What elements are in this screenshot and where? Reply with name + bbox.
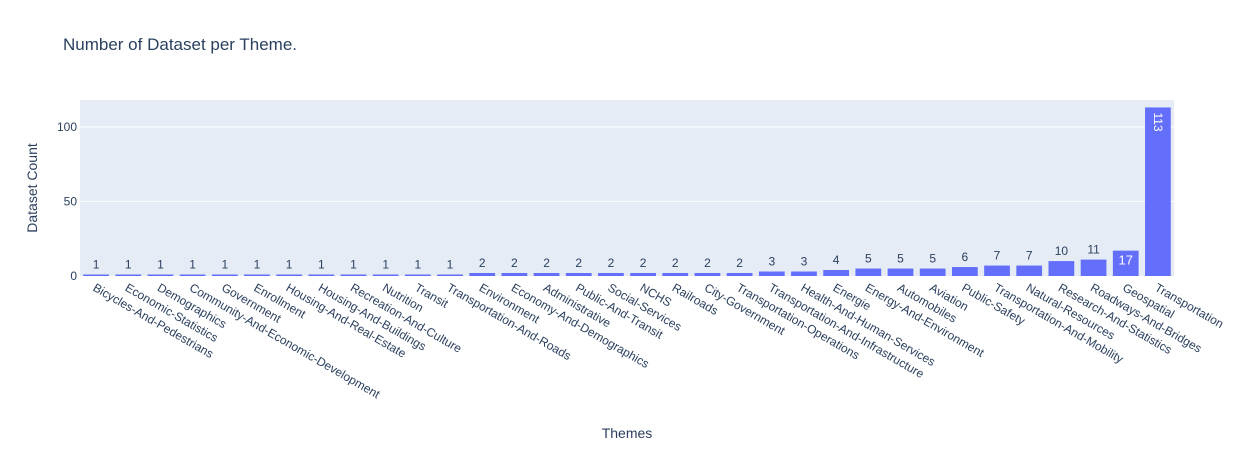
bar[interactable] <box>887 268 914 276</box>
bar[interactable] <box>726 273 753 276</box>
data-label: 2 <box>511 256 518 270</box>
bar[interactable] <box>951 267 978 276</box>
data-label: 1 <box>318 258 325 272</box>
bar[interactable] <box>179 274 206 276</box>
data-label: 2 <box>640 256 647 270</box>
chart-title: Number of Dataset per Theme. <box>63 35 297 54</box>
bar[interactable] <box>823 270 850 276</box>
data-label: 7 <box>1026 249 1033 263</box>
data-label: 2 <box>479 256 486 270</box>
y-axis-title: Dataset Count <box>24 143 40 233</box>
data-label: 5 <box>897 252 904 266</box>
data-label: 1 <box>125 258 132 272</box>
data-label: 11 <box>1087 243 1100 257</box>
data-label: 5 <box>865 252 872 266</box>
bar[interactable] <box>1112 250 1139 276</box>
bar[interactable] <box>662 273 689 276</box>
bar[interactable] <box>437 274 463 276</box>
bar[interactable] <box>1145 107 1171 276</box>
gridlines <box>80 126 1174 202</box>
data-label: 3 <box>768 255 775 269</box>
data-label: 2 <box>575 256 582 270</box>
y-tick-label: 100 <box>57 120 77 134</box>
data-label: 1 <box>221 258 228 272</box>
data-label: 1 <box>189 258 196 272</box>
bar[interactable] <box>1080 259 1107 276</box>
data-label: 5 <box>929 252 936 266</box>
plot-area <box>80 100 1174 276</box>
bar[interactable] <box>211 274 238 276</box>
bar[interactable] <box>83 274 109 276</box>
bar[interactable] <box>919 268 946 276</box>
data-label: 1 <box>447 258 454 272</box>
data-label: 113 <box>1151 112 1165 131</box>
data-label: 1 <box>415 258 422 272</box>
bar[interactable] <box>469 273 496 276</box>
bar[interactable] <box>758 271 785 276</box>
bar[interactable] <box>598 273 624 276</box>
x-axis-ticks: Bicycles-And-PedestriansEconomic-Statist… <box>91 280 1226 401</box>
data-label: 1 <box>93 258 100 272</box>
data-label: 10 <box>1055 244 1069 258</box>
y-tick-label: 50 <box>64 194 78 208</box>
data-label: 2 <box>608 256 615 270</box>
bar[interactable] <box>501 273 528 276</box>
data-label: 7 <box>994 249 1001 263</box>
data-label: 1 <box>350 258 357 272</box>
bar[interactable] <box>1016 265 1043 276</box>
data-label: 2 <box>672 256 679 270</box>
bar[interactable] <box>308 274 335 276</box>
bar[interactable] <box>244 274 270 276</box>
y-tick-label: 0 <box>70 269 77 283</box>
data-label: 2 <box>543 256 550 270</box>
bar[interactable] <box>147 274 174 276</box>
data-label: 1 <box>157 258 164 272</box>
bar[interactable] <box>276 274 303 276</box>
bar[interactable] <box>404 274 431 276</box>
bar[interactable] <box>791 271 817 276</box>
bar[interactable] <box>855 268 882 276</box>
data-label: 2 <box>736 256 743 270</box>
data-label: 1 <box>286 258 293 272</box>
data-label: 1 <box>254 258 261 272</box>
data-label: 2 <box>704 256 711 270</box>
bar[interactable] <box>115 274 142 276</box>
data-label: 4 <box>833 253 840 267</box>
data-label: 6 <box>962 250 969 264</box>
bars <box>83 107 1171 276</box>
data-label: 1 <box>382 258 389 272</box>
bar[interactable] <box>565 273 592 276</box>
bar[interactable] <box>1048 261 1075 276</box>
bar[interactable] <box>694 273 721 276</box>
data-label: 3 <box>801 255 808 269</box>
bar[interactable] <box>340 274 367 276</box>
bar[interactable] <box>533 273 560 276</box>
bar[interactable] <box>372 274 399 276</box>
y-axis-ticks: 0 50 100 <box>57 120 77 283</box>
bar[interactable] <box>984 265 1010 276</box>
bar[interactable] <box>630 273 656 276</box>
x-axis-title: Themes <box>602 425 653 441</box>
data-label: 17 <box>1119 253 1133 268</box>
